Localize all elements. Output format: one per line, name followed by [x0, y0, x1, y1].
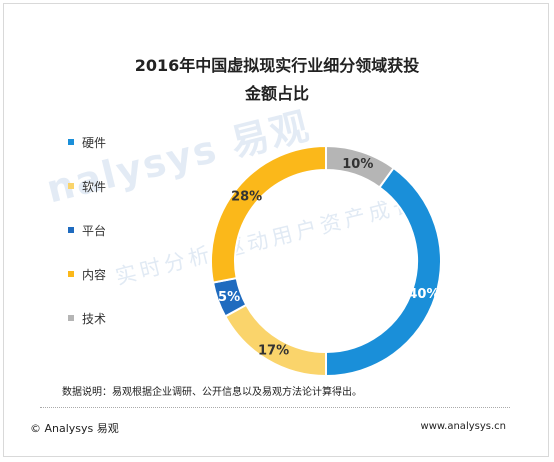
- legend-item-4: 技术: [68, 310, 106, 326]
- chart-title: 2016年中国虚拟现实行业细分领域获投 金额占比: [0, 52, 554, 108]
- legend-label-0: 硬件: [82, 135, 107, 150]
- legend-item-1: 软件: [68, 178, 106, 194]
- legend-label-4: 技术: [82, 311, 107, 326]
- legend-swatch-2: [68, 227, 74, 233]
- legend-label-2: 平台: [82, 223, 107, 238]
- legend-swatch-3: [68, 271, 74, 277]
- chart-title-line-1: 2016年中国虚拟现实行业细分领域获投: [134, 56, 420, 75]
- chart-title-line-2: 金额占比: [244, 84, 309, 103]
- footer-divider: [40, 407, 510, 408]
- chart-frame: [3, 3, 549, 457]
- legend-item-0: 硬件: [68, 134, 106, 150]
- donut-slice-0: [325, 166, 442, 378]
- donut-slice-1: [223, 303, 327, 378]
- data-note: 数据说明：易观根据企业调研、公开信息以及易观方法论计算得出。: [62, 387, 362, 398]
- legend-item-2: 平台: [68, 222, 106, 238]
- slice-value-label-1: 17%: [258, 344, 289, 359]
- slice-value-label-4: 10%: [342, 157, 373, 172]
- legend-swatch-1: [68, 183, 74, 189]
- legend-swatch-4: [68, 315, 74, 321]
- legend-item-3: 内容: [68, 266, 106, 282]
- slice-value-label-3: 28%: [231, 189, 262, 204]
- copyright-text: © Analysys 易观: [30, 422, 119, 435]
- legend-label-3: 内容: [82, 267, 107, 282]
- slice-value-label-0: 40%: [408, 287, 439, 302]
- slice-value-label-2: 5%: [218, 290, 240, 305]
- website-text: www.analysys.cn: [420, 421, 506, 432]
- legend-swatch-0: [68, 139, 74, 145]
- legend-label-1: 软件: [82, 179, 107, 194]
- donut-slice-4: [325, 144, 395, 189]
- donut-slice-3: [210, 144, 327, 284]
